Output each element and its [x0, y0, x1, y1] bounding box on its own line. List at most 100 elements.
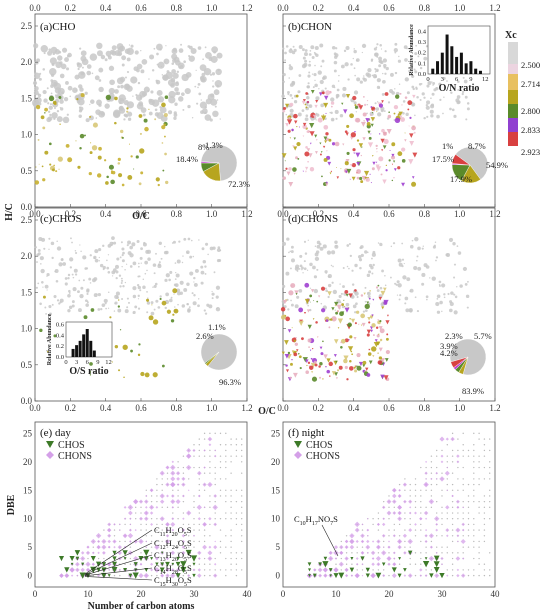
point [319, 142, 322, 145]
point [436, 449, 438, 452]
point [209, 432, 211, 435]
point [478, 506, 480, 509]
point [188, 535, 190, 537]
point [198, 449, 200, 452]
point [104, 159, 107, 162]
point [196, 102, 199, 105]
point [473, 540, 475, 543]
panel-a-pie: 72.3%18.4%8%1.3% [176, 140, 250, 189]
point [72, 87, 78, 93]
point [453, 293, 456, 296]
point [288, 290, 294, 296]
chons-point [91, 562, 95, 566]
point [214, 432, 216, 435]
chons-point [181, 550, 186, 555]
point [357, 254, 362, 259]
point [384, 72, 387, 75]
point [115, 291, 120, 296]
point [293, 172, 296, 175]
colorbar-segment [508, 42, 518, 64]
point [309, 131, 315, 137]
chons-point [460, 538, 466, 545]
point [120, 241, 123, 244]
point [483, 540, 486, 543]
point [164, 95, 169, 100]
chos-point [318, 562, 322, 566]
point [314, 45, 319, 51]
point [285, 316, 291, 322]
chons-point [170, 550, 176, 556]
point [288, 167, 292, 171]
point [168, 95, 171, 97]
point [314, 363, 318, 367]
point [377, 569, 380, 571]
point [366, 121, 371, 126]
point [420, 552, 422, 554]
point [345, 132, 349, 136]
pie-slice [455, 146, 489, 180]
point [230, 569, 232, 571]
point [163, 58, 170, 65]
point [167, 79, 176, 87]
point [409, 309, 413, 313]
chons-point [366, 551, 369, 554]
chons-point [425, 478, 427, 480]
point [441, 512, 443, 514]
point [478, 540, 480, 543]
chos-point [122, 550, 128, 556]
chons-point [407, 573, 413, 578]
point [457, 438, 459, 440]
point [327, 161, 332, 166]
point [420, 83, 423, 85]
point [89, 53, 98, 61]
point [282, 299, 288, 305]
chons-point [345, 539, 349, 544]
point [162, 74, 168, 81]
point [311, 56, 315, 60]
xtick-c: 1.2 [241, 403, 252, 413]
point [421, 92, 425, 96]
point [376, 111, 378, 113]
point [446, 569, 448, 571]
point [76, 62, 83, 68]
point [356, 365, 362, 371]
point [354, 105, 359, 109]
point [309, 123, 315, 129]
point [155, 299, 159, 303]
point [408, 159, 414, 165]
point [378, 56, 383, 61]
chos-point [375, 572, 382, 579]
chons-point [127, 504, 134, 511]
point [182, 574, 185, 577]
point [126, 101, 134, 109]
xtick-f: 40 [491, 589, 501, 599]
point [56, 299, 60, 302]
point [128, 143, 131, 145]
point [473, 495, 475, 497]
point [184, 87, 191, 95]
chos-point [143, 556, 149, 561]
point [342, 267, 345, 270]
point [428, 78, 431, 80]
point [33, 72, 41, 80]
point [127, 111, 133, 117]
point [388, 89, 394, 94]
point [401, 242, 404, 245]
point [188, 478, 190, 480]
point [377, 518, 380, 520]
point [309, 294, 313, 298]
point [123, 114, 126, 117]
ytick-a: 1.0 [21, 130, 33, 140]
point [284, 353, 290, 359]
panel-c-title: (c)CHOS [40, 213, 82, 225]
point [67, 293, 71, 298]
point [334, 372, 338, 377]
point [161, 506, 163, 509]
pie-label: 17.9% [450, 174, 472, 184]
point [388, 506, 390, 509]
point [181, 92, 185, 97]
point [384, 274, 386, 277]
point [288, 77, 291, 79]
point [343, 358, 348, 364]
point [146, 301, 151, 305]
